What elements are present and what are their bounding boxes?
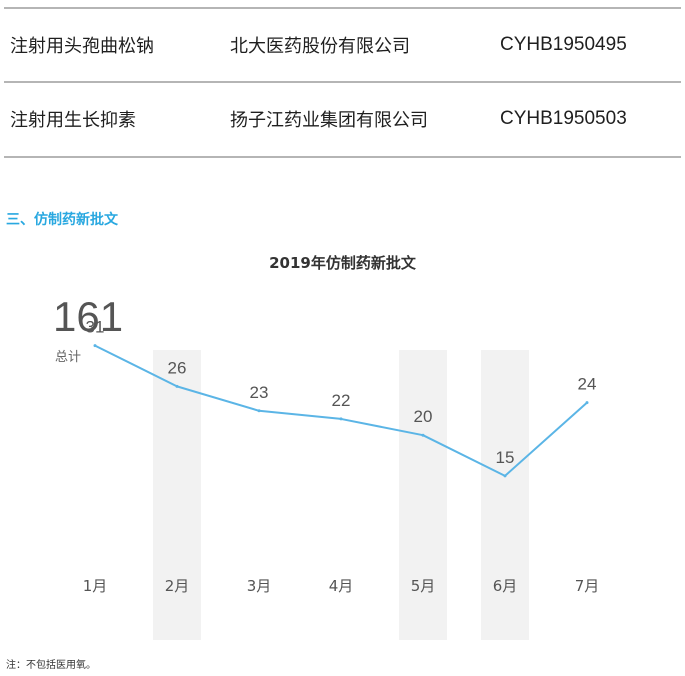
x-tick-label: 1月: [83, 577, 108, 595]
x-tick-label: 6月: [493, 577, 518, 595]
data-point: [175, 384, 179, 388]
data-point: [257, 409, 261, 413]
table-row: 注射用头孢曲松钠 北大医药股份有限公司 CYHB1950495: [4, 9, 681, 81]
total-label: 总计: [55, 350, 82, 365]
table-row-divider: [4, 81, 681, 83]
table-row: 注射用生长抑素 扬子江药业集团有限公司 CYHB1950503: [4, 83, 681, 155]
drug-name: 注射用头孢曲松钠: [10, 36, 154, 57]
data-label: 31: [86, 318, 105, 337]
data-label: 15: [496, 448, 515, 467]
x-tick-label: 7月: [575, 577, 600, 595]
x-tick-label: 5月: [411, 577, 436, 595]
section-title: 三、仿制药新批文: [6, 212, 118, 228]
company-name: 扬子江药业集团有限公司: [230, 110, 428, 131]
footnote: 注：不包括医用氧。: [6, 660, 96, 671]
drug-name: 注射用生长抑素: [10, 110, 136, 131]
approval-code: CYHB1950503: [500, 108, 627, 129]
chart-title: 2019年仿制药新批文: [269, 254, 416, 272]
data-point: [339, 417, 343, 421]
table-bottom-rule: [4, 156, 681, 158]
background-band: [153, 350, 201, 640]
company-name: 北大医药股份有限公司: [230, 36, 410, 57]
data-label: 24: [578, 375, 597, 394]
background-band: [481, 350, 529, 640]
data-point: [585, 401, 589, 405]
approval-code: CYHB1950495: [500, 34, 627, 55]
data-label: 20: [414, 407, 433, 426]
data-point: [421, 433, 425, 437]
data-point: [503, 474, 507, 478]
x-tick-label: 4月: [329, 577, 354, 595]
data-label: 22: [332, 391, 351, 410]
table-top-rule: [4, 7, 681, 9]
background-band: [399, 350, 447, 640]
data-label: 23: [250, 383, 269, 402]
x-tick-label: 2月: [165, 577, 190, 595]
data-label: 26: [168, 358, 187, 377]
data-point: [93, 344, 97, 348]
total-value: 161: [53, 293, 124, 340]
x-tick-label: 3月: [247, 577, 272, 595]
